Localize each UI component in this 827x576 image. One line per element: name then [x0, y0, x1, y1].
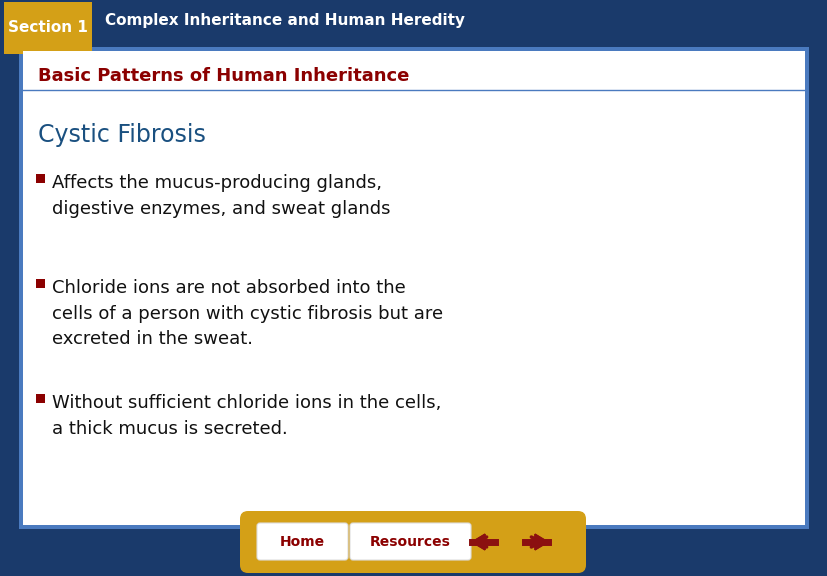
Polygon shape	[471, 534, 485, 550]
FancyBboxPatch shape	[36, 174, 45, 183]
FancyBboxPatch shape	[19, 47, 808, 529]
FancyBboxPatch shape	[0, 0, 827, 42]
FancyBboxPatch shape	[4, 2, 92, 54]
Text: Home: Home	[280, 535, 325, 548]
Text: Complex Inheritance and Human Heredity: Complex Inheritance and Human Heredity	[105, 13, 465, 28]
Text: Resources: Resources	[370, 535, 451, 548]
Polygon shape	[471, 534, 485, 550]
Polygon shape	[534, 534, 547, 550]
FancyBboxPatch shape	[36, 394, 45, 403]
Text: Chloride ions are not absorbed into the
cells of a person with cystic fibrosis b: Chloride ions are not absorbed into the …	[52, 279, 442, 348]
FancyBboxPatch shape	[350, 523, 471, 560]
FancyBboxPatch shape	[36, 279, 45, 288]
FancyBboxPatch shape	[256, 523, 347, 560]
Polygon shape	[534, 534, 547, 550]
FancyBboxPatch shape	[240, 511, 586, 573]
Text: Section 1: Section 1	[8, 20, 88, 35]
FancyBboxPatch shape	[23, 51, 804, 525]
FancyBboxPatch shape	[16, 44, 811, 532]
Text: Basic Patterns of Human Inheritance: Basic Patterns of Human Inheritance	[38, 67, 409, 85]
Text: Cystic Fibrosis: Cystic Fibrosis	[38, 123, 206, 147]
Text: Affects the mucus-producing glands,
digestive enzymes, and sweat glands: Affects the mucus-producing glands, dige…	[52, 174, 390, 218]
Text: Without sufficient chloride ions in the cells,
a thick mucus is secreted.: Without sufficient chloride ions in the …	[52, 394, 441, 438]
